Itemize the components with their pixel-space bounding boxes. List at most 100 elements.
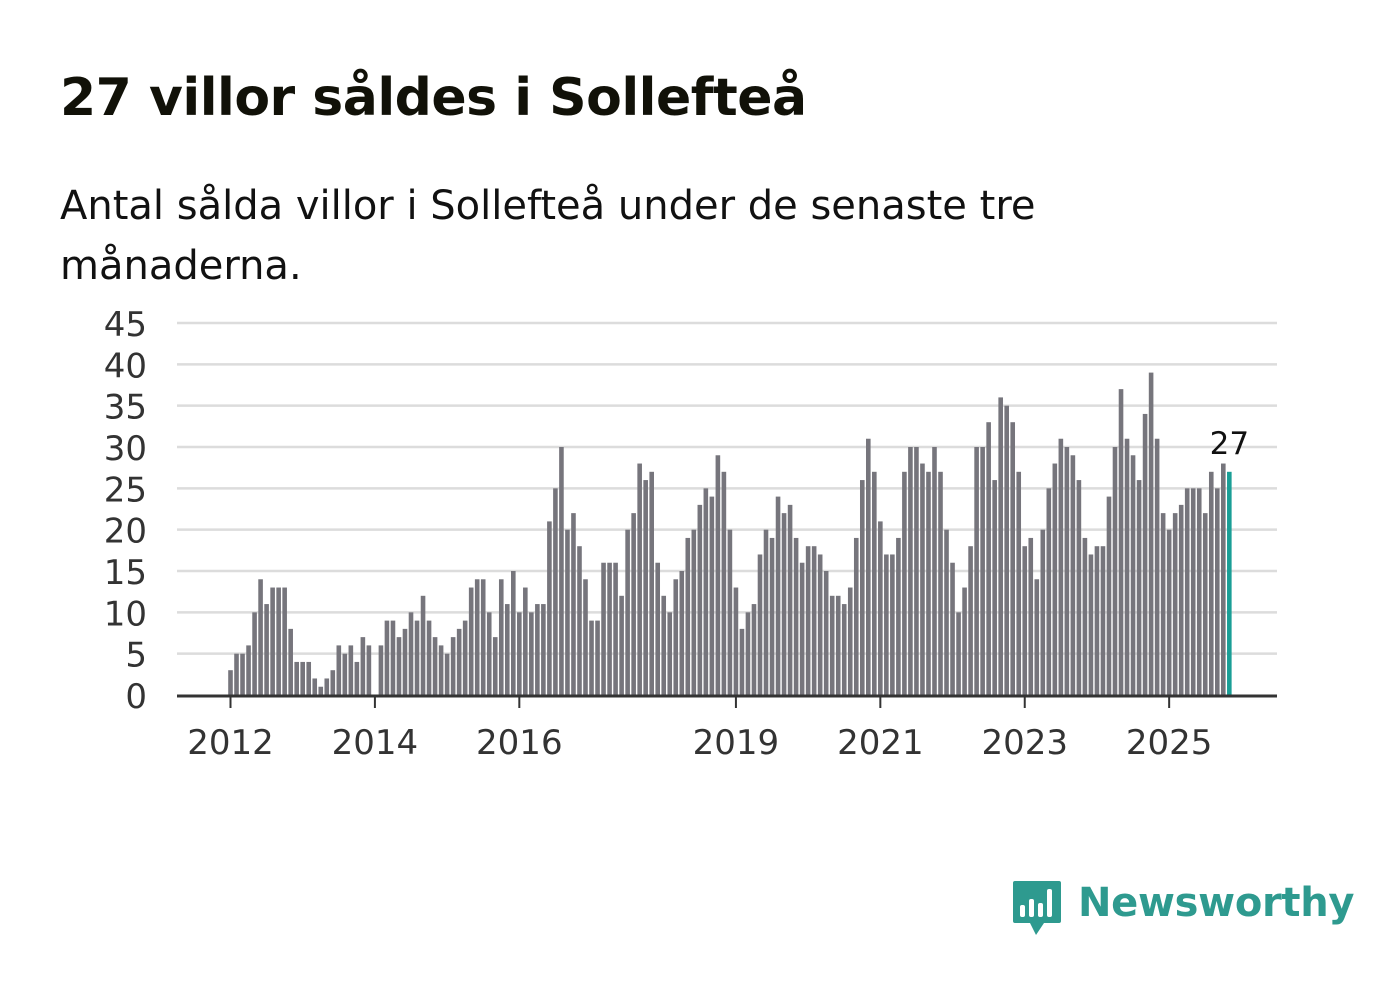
bars (228, 372, 1232, 695)
bar (336, 645, 342, 695)
bar (234, 653, 239, 695)
bar (811, 546, 817, 695)
y-tick-label: 35 (104, 388, 147, 428)
bar (853, 537, 859, 695)
y-tick-label: 20 (104, 512, 147, 552)
bar (847, 587, 853, 695)
bar (968, 546, 973, 695)
bar (1172, 513, 1178, 695)
bar (1040, 529, 1046, 695)
bar (330, 670, 336, 695)
y-tick-label: 45 (104, 305, 147, 345)
x-tick-label: 2023 (981, 723, 1068, 763)
bar (306, 661, 312, 695)
bar (643, 480, 648, 695)
bar (312, 678, 318, 695)
bar (613, 562, 618, 695)
bar (962, 587, 967, 695)
bar (228, 670, 233, 695)
y-tick-label: 0 (125, 677, 147, 717)
bar (721, 471, 727, 695)
bar (1142, 413, 1148, 695)
bar (1058, 438, 1064, 695)
bar (884, 554, 889, 695)
bar (342, 653, 348, 695)
bar (492, 637, 498, 695)
bar (691, 529, 697, 695)
bar (673, 579, 679, 695)
bar (589, 620, 594, 695)
bar (300, 661, 305, 695)
bar (474, 579, 480, 695)
bar (420, 595, 426, 695)
bar (1034, 579, 1040, 695)
bar (835, 595, 841, 695)
bar (1112, 447, 1118, 695)
bar (288, 628, 293, 695)
bar (1154, 438, 1160, 695)
bar (252, 612, 257, 695)
bar (1082, 537, 1088, 695)
bar (468, 587, 474, 695)
bar (619, 595, 624, 695)
bar (1190, 488, 1196, 695)
bar (793, 537, 799, 695)
bar (607, 562, 612, 695)
bar (992, 480, 997, 695)
bar (559, 447, 564, 695)
bar (745, 612, 751, 695)
bar (414, 620, 420, 695)
bar (1088, 554, 1094, 695)
bar (781, 513, 787, 695)
bar (258, 579, 263, 695)
bar-latest (1227, 471, 1232, 695)
bar (1118, 389, 1124, 695)
bar (444, 653, 450, 695)
bar (426, 620, 432, 695)
bar (679, 571, 685, 695)
bar (625, 529, 630, 695)
newsworthy-logo: Newsworthy (1010, 877, 1355, 941)
bar (769, 537, 775, 695)
bar (655, 562, 661, 695)
bar (246, 645, 251, 695)
bar (1004, 405, 1009, 695)
last-value-label: 27 (1210, 426, 1249, 462)
bar (583, 579, 588, 695)
bar (1016, 471, 1022, 695)
bar (980, 447, 985, 695)
bar (1046, 488, 1052, 695)
bar (571, 513, 576, 695)
newsworthy-logo-icon (1013, 881, 1061, 935)
bar (1022, 546, 1028, 695)
bar (1130, 455, 1136, 695)
bar (841, 604, 847, 695)
bar (360, 637, 366, 695)
bar (866, 438, 871, 695)
bar (932, 447, 937, 695)
bar (733, 587, 739, 695)
bar (914, 447, 919, 695)
bar (1166, 529, 1172, 695)
bar (739, 628, 745, 695)
bar (902, 471, 907, 695)
bar (637, 463, 642, 695)
bar (601, 562, 606, 695)
bar (872, 471, 877, 695)
bar (908, 447, 913, 695)
bar (1148, 372, 1154, 695)
bar (817, 554, 823, 695)
bar (486, 612, 492, 695)
bar (709, 496, 715, 695)
bar (667, 612, 673, 695)
y-tick-label: 15 (104, 553, 147, 593)
bar (529, 612, 534, 695)
bar (805, 546, 811, 695)
bar (799, 562, 805, 695)
bar (450, 637, 456, 695)
bar (504, 604, 510, 695)
bar (1028, 537, 1034, 695)
x-tick-label: 2019 (693, 723, 780, 763)
x-tick-label: 2021 (837, 723, 924, 763)
